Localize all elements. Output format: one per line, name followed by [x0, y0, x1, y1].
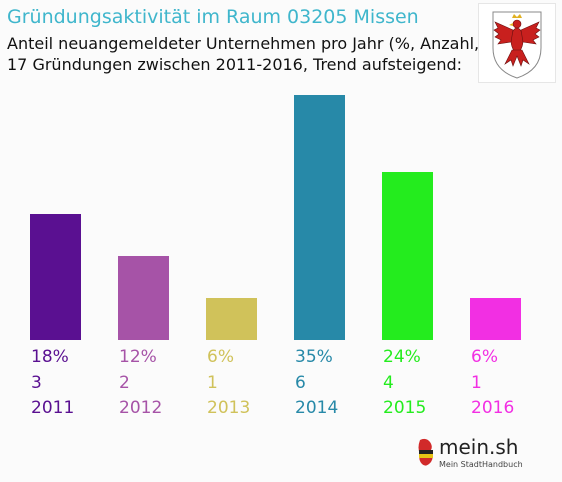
count-label-2015: 4	[383, 373, 394, 393]
percent-label-2011: 18%	[31, 347, 69, 367]
chart-summary: 17 Gründungen zwischen 2011-2016, Trend …	[7, 55, 463, 74]
year-label-2015: 2015	[383, 398, 427, 418]
count-label-2011: 3	[31, 373, 42, 393]
bar-2014	[294, 95, 345, 340]
count-label-2013: 1	[207, 373, 218, 393]
count-label-2014: 6	[295, 373, 306, 393]
mein-sh-logo: mein.sh Mein StadtHandbuch	[414, 434, 526, 474]
logo-name: mein.sh	[439, 435, 519, 459]
chart-title: Gründungsaktivität im Raum 03205 Missen	[7, 6, 419, 28]
bar-2013	[206, 298, 257, 340]
count-label-2012: 2	[119, 373, 130, 393]
percent-label-2014: 35%	[295, 347, 333, 367]
bar-2012	[118, 256, 169, 340]
bar-2011	[30, 214, 81, 340]
year-label-2016: 2016	[471, 398, 515, 418]
year-label-2011: 2011	[31, 398, 75, 418]
year-label-2014: 2014	[295, 398, 339, 418]
chart-subtitle: Anteil neuangemeldeter Unternehmen pro J…	[7, 34, 522, 53]
year-label-2012: 2012	[119, 398, 163, 418]
percent-label-2016: 6%	[471, 347, 498, 367]
logo-tagline: Mein StadtHandbuch	[439, 460, 523, 469]
percent-label-2013: 6%	[207, 347, 234, 367]
percent-label-2012: 12%	[119, 347, 157, 367]
count-label-2016: 1	[471, 373, 482, 393]
percent-label-2015: 24%	[383, 347, 421, 367]
bar-2016	[470, 298, 521, 340]
bar-2015	[382, 172, 433, 340]
coat-of-arms-icon	[478, 3, 556, 83]
year-label-2013: 2013	[207, 398, 251, 418]
